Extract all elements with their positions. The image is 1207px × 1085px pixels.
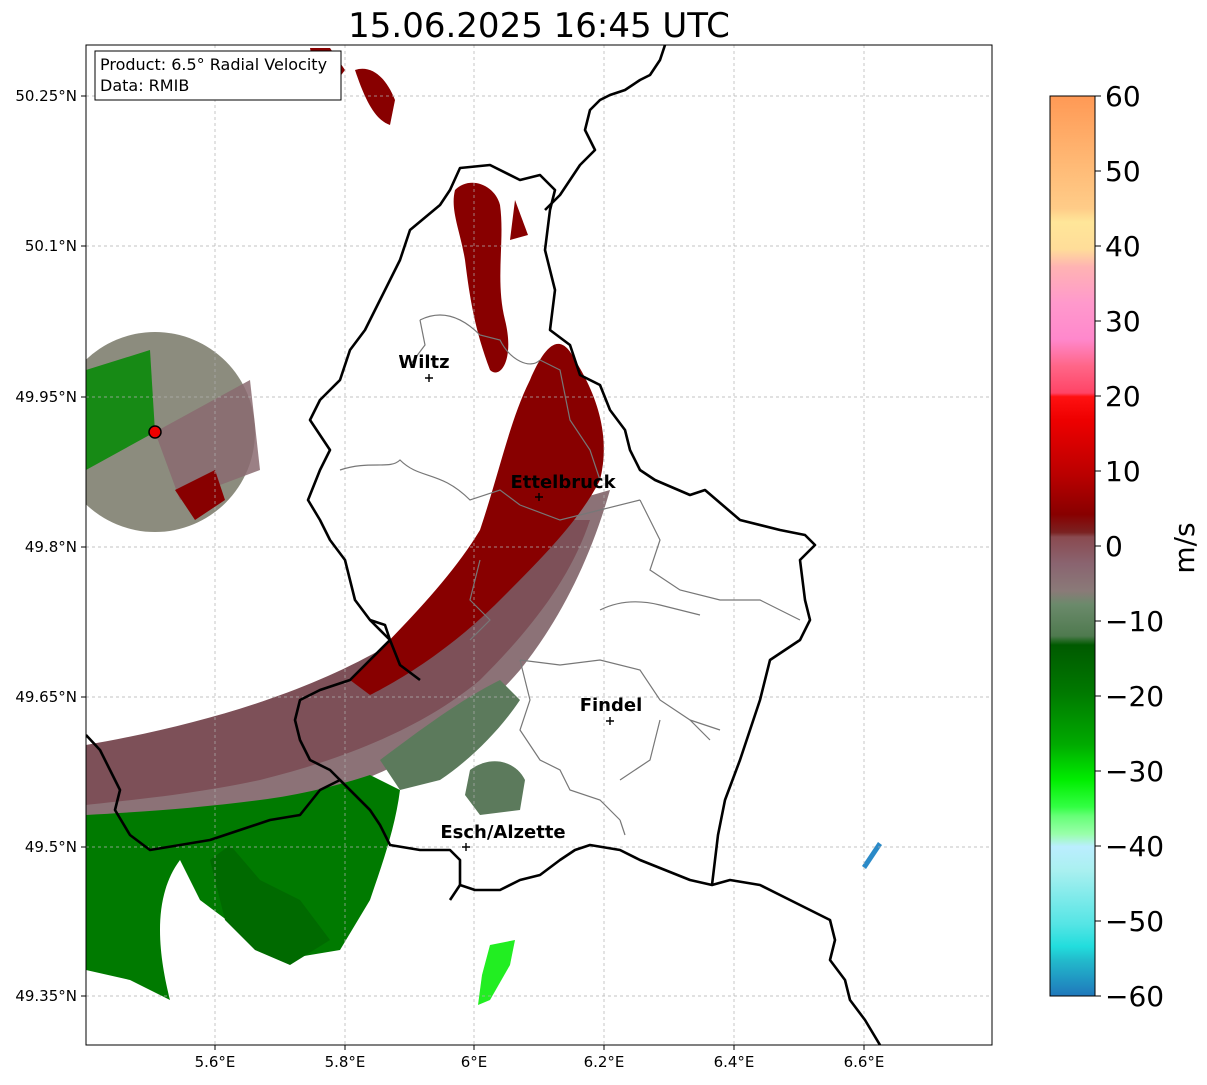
colorbar-tick: −40 [1105,830,1164,863]
city-label-wiltz: Wiltz [398,352,449,373]
border-be-fr [86,734,371,852]
colorbar-tick: 10 [1105,455,1141,488]
x-tick-label: 6°E [461,1053,488,1071]
echo-green-south2 [210,845,330,965]
city-markers [425,374,614,851]
colorbar-tick: 60 [1105,80,1141,113]
echo-brightgreen [478,940,515,1005]
colorbar: 60 50 40 30 20 10 0 −10 −20 −30 −40 −50 … [1049,80,1201,1013]
colorbar-label: m/s [1168,522,1201,573]
y-tick-label: 49.65°N [15,688,77,706]
x-tick-label: 6.2°E [584,1053,625,1071]
echo-radar-green-w [86,350,155,470]
city-marker-wiltz [425,374,433,382]
border-de [544,45,667,211]
x-tick-label: 6.6°E [844,1053,885,1071]
y-tick-label: 49.35°N [15,987,77,1005]
info-box: Product: 6.5° Radial Velocity Data: RMIB [94,50,342,101]
y-tick-label: 49.95°N [15,388,77,406]
colorbar-tick: −50 [1105,905,1164,938]
y-tick-label: 49.5°N [25,838,77,856]
city-label-findel: Findel [580,695,643,716]
national-borders [86,45,882,1045]
x-tick-label: 5.6°E [195,1053,236,1071]
border-west-inner [369,619,421,682]
info-product: Product: 6.5° Radial Velocity [100,55,327,74]
info-box-frame [94,50,342,101]
city-marker-esch [462,843,470,851]
colorbar-tick: −20 [1105,680,1164,713]
city-marker-ettelbruck [535,493,543,501]
echo-radar-mauve-e [155,380,260,500]
city-label-ettelbruck: Ettelbruck [510,472,616,493]
echo-streak-north [453,182,509,373]
x-tick-label: 6.4°E [714,1053,755,1071]
colorbar-tick: 0 [1105,530,1123,563]
info-data: Data: RMIB [100,76,189,95]
colorbar-gradient [1049,95,1096,997]
echo-band-darkred [350,343,604,695]
echo-blue-streak [862,842,882,869]
radar-echoes [86,48,882,1005]
echo-radar-red [175,470,225,520]
map-title: 15.06.2025 16:45 UTC [348,6,730,46]
internal-borders [339,314,801,836]
map-area: Wiltz Ettelbruck Findel Esch/Alzette Pro… [85,44,993,1046]
colorbar-tick: 40 [1105,230,1141,263]
echo-graygreen-a [380,680,520,790]
grid-lines [86,45,992,1045]
y-tick-label: 50.25°N [15,87,77,105]
x-axis: 5.6°E 5.8°E 6°E 6.2°E 6.4°E 6.6°E [195,1045,885,1071]
border-fr-de [711,878,882,1045]
city-label-esch: Esch/Alzette [440,822,565,843]
echo-graygreen-b [465,761,525,815]
border-south [448,884,462,901]
x-tick-label: 5.8°E [325,1053,366,1071]
colorbar-tick: −10 [1105,605,1164,638]
y-tick-label: 50.1°N [25,237,77,255]
radar-site-marker [148,425,162,439]
map-frame [85,44,993,1046]
echo-top-red2 [355,68,395,125]
colorbar-tick: 20 [1105,380,1141,413]
luxembourg-border [293,163,817,892]
y-tick-label: 49.8°N [25,538,77,556]
echo-streak-north2 [510,200,528,240]
y-axis: 50.25°N 50.1°N 49.95°N 49.8°N 49.65°N 49… [15,87,86,1005]
colorbar-tick: 30 [1105,305,1141,338]
colorbar-tick: 50 [1105,155,1141,188]
colorbar-tick: −60 [1105,980,1164,1013]
colorbar-tick: −30 [1105,755,1164,788]
city-marker-findel [606,717,614,725]
